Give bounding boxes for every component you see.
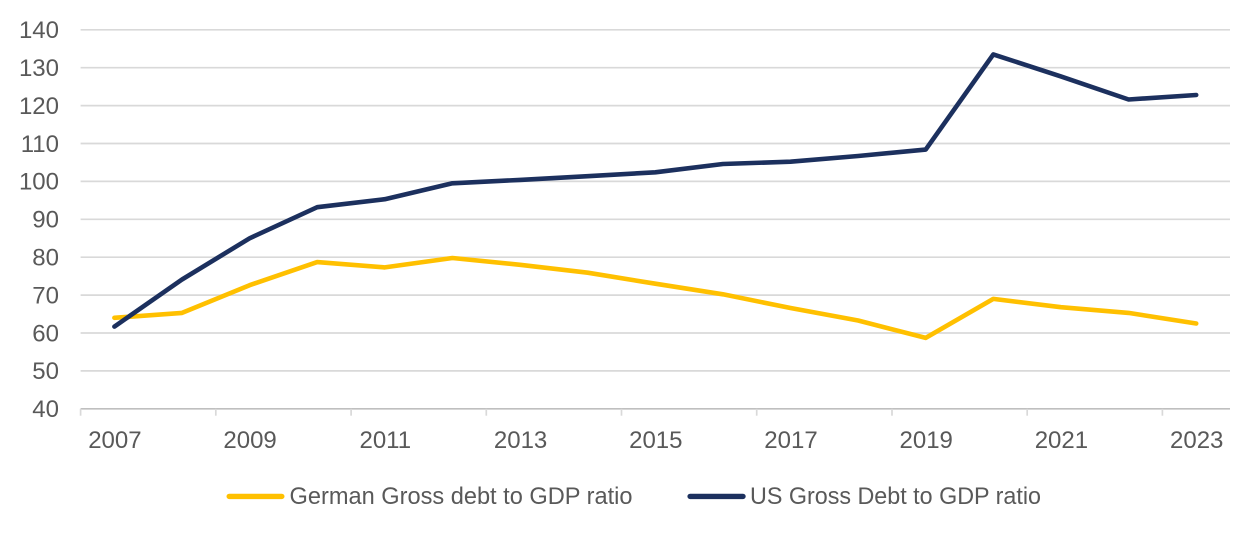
svg-text:2017: 2017 <box>764 427 817 454</box>
svg-text:2013: 2013 <box>494 427 547 454</box>
svg-text:German Gross debt to GDP ratio: German Gross debt to GDP ratio <box>290 483 633 510</box>
svg-text:100: 100 <box>19 169 59 196</box>
svg-text:60: 60 <box>32 320 59 347</box>
svg-text:2019: 2019 <box>900 427 953 454</box>
svg-text:2021: 2021 <box>1035 427 1088 454</box>
svg-text:2015: 2015 <box>629 427 682 454</box>
svg-text:US Gross Debt to GDP ratio: US Gross Debt to GDP ratio <box>750 483 1041 510</box>
svg-text:70: 70 <box>32 282 59 309</box>
svg-text:2009: 2009 <box>223 427 276 454</box>
svg-text:140: 140 <box>19 17 59 44</box>
svg-text:80: 80 <box>32 245 59 272</box>
svg-text:110: 110 <box>21 131 59 158</box>
svg-text:2011: 2011 <box>359 427 411 454</box>
svg-text:90: 90 <box>32 207 59 234</box>
svg-text:2023: 2023 <box>1170 427 1223 454</box>
svg-text:40: 40 <box>32 396 59 423</box>
svg-text:50: 50 <box>32 358 59 385</box>
svg-text:130: 130 <box>19 55 59 82</box>
svg-text:120: 120 <box>19 93 59 120</box>
svg-text:2007: 2007 <box>88 427 141 454</box>
